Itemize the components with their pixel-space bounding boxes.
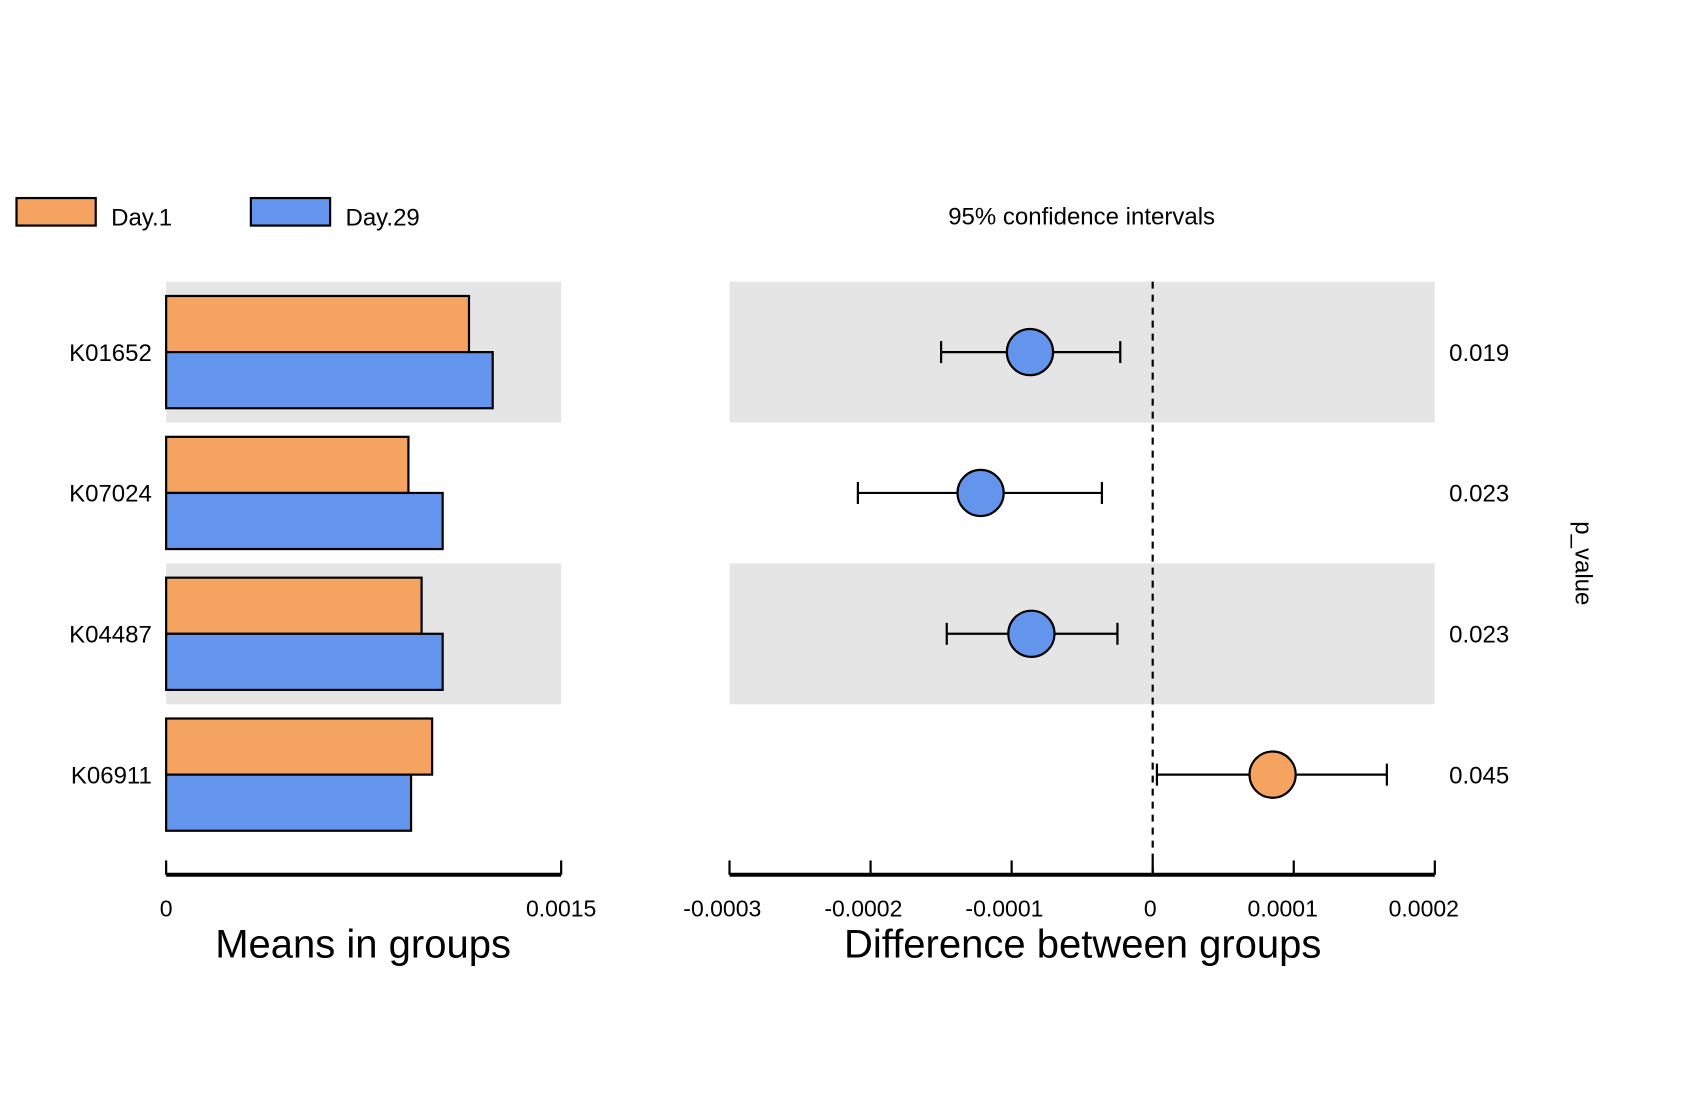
- difference-tick-label-5: 0.0002: [1389, 896, 1459, 922]
- bar-k07024-day29: [165, 491, 444, 551]
- means-tick-label-1: 0.0015: [526, 896, 596, 922]
- bar-k04487-day29: [165, 632, 444, 692]
- bar-k06911-day29: [165, 773, 413, 832]
- means-tick-label-0: 0: [160, 896, 173, 922]
- confidence-interval-title: 95% confidence intervals: [948, 203, 1215, 230]
- text-labels: Day.1 Day.29 95% confidence intervals Me…: [111, 203, 1597, 966]
- difference-tick-label-2: -0.0001: [965, 896, 1043, 922]
- p-value-axis-label: p_value: [1570, 521, 1597, 605]
- category-label-k01652: K01652: [69, 340, 152, 367]
- estimate-point-k04487: [1007, 609, 1056, 658]
- legend-swatch-day1: [15, 196, 97, 227]
- category-label-k04487: K04487: [69, 622, 152, 649]
- estimate-point-k01652: [1005, 327, 1055, 377]
- estimate-point-k07024: [956, 468, 1005, 518]
- means-axis-title: Means in groups: [215, 922, 511, 966]
- legend: [15, 196, 332, 227]
- p-value-labels: 0.019 0.023 0.023 0.045: [1449, 340, 1509, 790]
- estimate-point-k06911: [1248, 750, 1297, 799]
- category-label-k07024: K07024: [69, 481, 152, 508]
- bar-k01652-day1: [165, 294, 471, 354]
- p-value-k01652: 0.019: [1449, 340, 1509, 367]
- legend-label-day1: Day.1: [111, 205, 172, 232]
- difference-tick-label-1: -0.0002: [824, 896, 902, 922]
- difference-tick-label-0: -0.0003: [683, 896, 761, 922]
- p-value-k07024: 0.023: [1449, 481, 1509, 508]
- bar-k01652-day29: [165, 351, 494, 410]
- means-bars: [165, 294, 494, 832]
- difference-tick-label-3: 0: [1144, 896, 1157, 922]
- difference-axis-title: Difference between groups: [844, 922, 1321, 966]
- category-label-k06911: K06911: [71, 762, 152, 789]
- difference-x-axis: -0.0003 -0.0002 -0.0001 0 0.0001 0.0002: [683, 281, 1459, 922]
- means-x-axis: 0 0.0015: [160, 860, 596, 922]
- confidence-interval-points: [856, 327, 1388, 799]
- bar-k07024-day1: [165, 435, 410, 495]
- difference-tick-label-4: 0.0001: [1248, 896, 1318, 922]
- legend-swatch-day29: [249, 196, 332, 227]
- legend-label-day29: Day.29: [346, 205, 420, 232]
- bar-k04487-day1: [165, 576, 423, 635]
- bar-k06911-day1: [165, 717, 434, 776]
- p-value-k06911: 0.045: [1449, 762, 1509, 789]
- p-value-k04487: 0.023: [1449, 622, 1509, 649]
- category-labels: K01652 K07024 K04487 K06911: [69, 340, 152, 790]
